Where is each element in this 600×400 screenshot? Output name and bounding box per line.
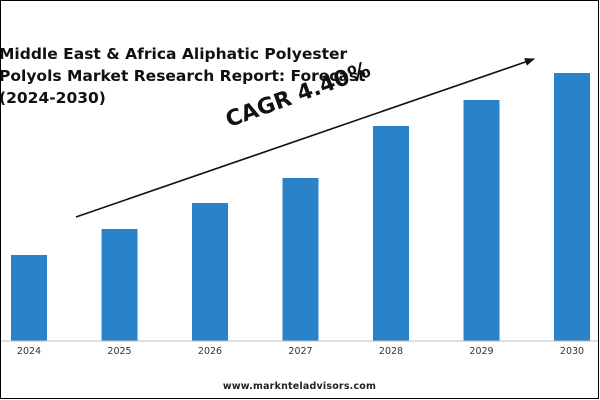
x-tick-labels: 2024 2025 2026 2027 2028 2029 2030 [17, 346, 584, 357]
chart-title-line-1: Middle East & Africa Aliphatic Polyester [0, 45, 348, 63]
x-tick-label-2025: 2025 [107, 346, 131, 357]
bar-2028 [373, 126, 409, 341]
trend-arrow [75, 58, 535, 218]
x-tick-label-2030: 2030 [560, 346, 584, 357]
bar-2030 [554, 73, 590, 341]
chart-title: Middle East & Africa Aliphatic Polyester… [0, 43, 366, 109]
bar-2025 [101, 229, 138, 341]
bar-2024 [11, 255, 47, 341]
chart-title-line-2: Polyols Market Research Report: Forecast [0, 67, 366, 85]
chart-title-line-3: (2024-2030) [0, 89, 106, 107]
x-tick-label-2029: 2029 [469, 346, 493, 357]
x-tick-label-2028: 2028 [379, 346, 403, 357]
bar-2029 [463, 100, 500, 341]
footer-website: www.marknteladvisors.com [222, 381, 377, 392]
bar-2027 [282, 178, 319, 341]
bar-2026 [192, 203, 228, 341]
x-tick-label-2027: 2027 [288, 346, 312, 357]
bars-group [11, 73, 590, 341]
x-tick-label-2026: 2026 [198, 346, 222, 357]
x-tick-label-2024: 2024 [17, 346, 41, 357]
